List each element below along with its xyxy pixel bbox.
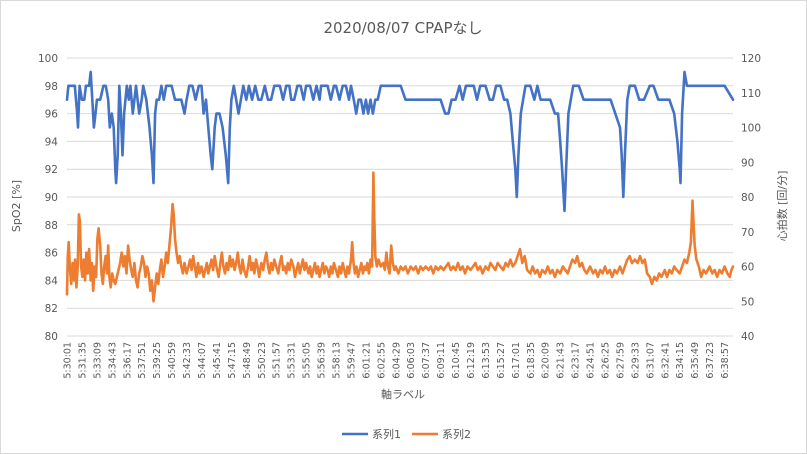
x-tick-label: 5:44:07 [197,342,208,379]
x-tick-label: 5:56:39 [317,342,328,379]
y-tick-label: 86 [45,248,59,260]
y-tick-label: 98 [45,81,58,93]
x-tick-label: 5:58:13 [332,342,343,379]
y-tick-label: 88 [45,220,58,232]
x-tick-label: 6:35:49 [690,342,701,379]
x-tick-label: 6:01:21 [361,342,372,379]
x-tick-label: 5:40:59 [167,342,178,379]
x-tick-label: 6:32:41 [660,342,671,379]
y-tick-label: 90 [45,192,58,204]
x-tick-label: 6:18:35 [526,342,537,379]
x-tick-label: 6:20:09 [541,342,552,379]
x-tick-label: 6:24:51 [586,342,597,379]
x-tick-label: 6:09:11 [436,342,447,379]
x-tick-label: 5:30:01 [63,342,74,379]
y2-tick-label: 60 [741,262,754,274]
y-axis-right-label: 心拍数 [回/分] [775,171,789,242]
y-axis-right-ticks: 40 50 60 70 80 90 100 110 120 [741,53,761,343]
y2-tick-label: 40 [741,331,754,343]
y-tick-label: 96 [45,109,59,121]
x-tick-label: 6:04:29 [391,342,402,379]
x-tick-label: 6:26:25 [601,342,612,379]
x-tick-label: 6:07:37 [421,342,432,379]
x-tick-label: 6:31:07 [645,342,656,379]
x-tick-label: 6:02:55 [376,342,387,379]
x-tick-label: 6:10:45 [451,342,462,379]
x-tick-label: 6:06:03 [406,342,417,379]
x-axis-label: 軸ラベル [381,387,425,401]
x-tick-label: 5:34:43 [107,342,118,379]
y2-tick-label: 70 [741,227,754,239]
y2-tick-label: 80 [741,192,754,204]
x-tick-label: 5:50:23 [257,342,268,379]
x-tick-label: 6:37:23 [705,342,716,379]
y-tick-label: 84 [45,275,59,287]
y-tick-label: 100 [38,53,58,65]
x-tick-label: 5:53:31 [287,342,298,379]
series-line-系列1 [65,70,735,213]
x-tick-label: 5:37:51 [137,342,148,379]
x-tick-label: 5:39:25 [152,342,163,379]
x-tick-label: 5:33:09 [92,342,103,379]
x-tick-label: 5:55:05 [302,342,313,379]
x-tick-label: 5:47:15 [227,342,238,379]
x-tick-label: 5:51:57 [272,342,283,379]
x-tick-label: 6:34:15 [675,342,686,379]
y-tick-label: 92 [45,164,58,176]
x-tick-label: 5:48:49 [242,342,253,379]
x-tick-label: 6:15:27 [496,342,507,379]
y2-tick-label: 100 [741,123,761,135]
chart-title: 2020/08/07 CPAPなし [323,19,482,37]
series-lines [65,70,735,303]
legend-label: 系列1 [372,427,401,441]
x-tick-label: 5:42:33 [182,342,193,379]
series-line-系列2 [65,171,735,303]
x-tick-label: 6:21:43 [556,342,567,379]
y2-tick-label: 50 [741,296,754,308]
x-tick-label: 6:13:53 [481,342,492,379]
legend-label: 系列2 [442,427,471,441]
y-tick-label: 94 [45,136,59,148]
y-axis-left-ticks: 80 82 84 86 88 90 92 94 96 98 100 [38,53,58,343]
y-tick-label: 80 [45,331,58,343]
legend: 系列1 系列2 [342,427,471,441]
y-tick-label: 82 [45,303,58,315]
y2-tick-label: 90 [741,157,754,169]
x-tick-label: 6:23:17 [571,342,582,379]
x-tick-label: 5:59:47 [347,342,358,379]
x-tick-label: 6:29:33 [630,342,641,379]
x-tick-label: 5:45:41 [212,342,223,379]
x-tick-label: 6:38:57 [720,342,731,379]
x-tick-label: 6:12:19 [466,342,477,379]
x-tick-label: 5:31:35 [77,342,88,379]
y2-tick-label: 110 [741,88,761,100]
y2-tick-label: 120 [741,53,761,65]
x-tick-label: 5:36:17 [122,342,133,379]
x-tick-label: 6:17:01 [511,342,522,379]
y-axis-left-label: SpO2 [%] [10,180,23,232]
gridlines [67,57,733,337]
x-tick-label: 6:27:59 [616,342,627,379]
x-axis-ticks: 5:30:01 5:31:35 5:33:09 5:34:43 5:36:17 5:37:… [63,342,732,379]
